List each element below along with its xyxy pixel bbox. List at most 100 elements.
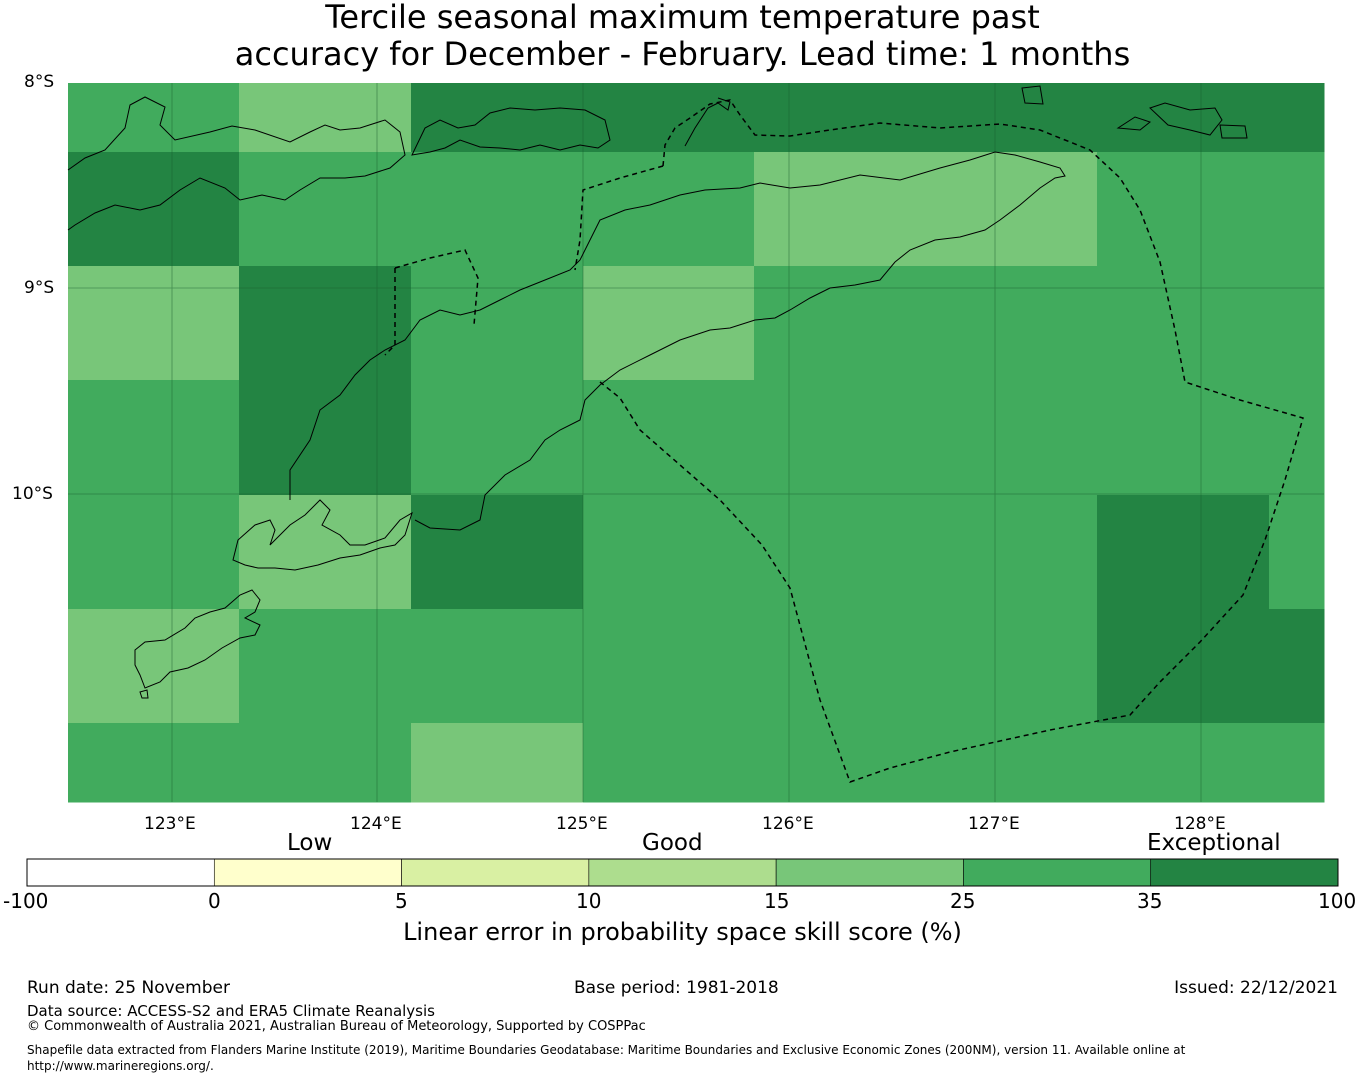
grid-cell [754,495,927,610]
colorbar-tick-label: 100 [1318,889,1357,913]
maritime-boundaries [384,99,1304,783]
map-gridlines [68,83,1324,802]
colorbar-category-low: Low [287,830,333,856]
small-island-3 [1149,102,1223,136]
run-date: Run date: 25 November [27,978,230,998]
grid-cell [1097,495,1270,610]
grid-cell [239,266,412,381]
shapefile-credit-line1: Shapefile data extracted from Flanders M… [27,1043,1186,1057]
grid-cell [926,266,1098,381]
grid-cell [68,266,240,381]
lat-label-10s: 10°S [12,484,53,504]
colorbar [26,858,1339,887]
colorbar-tick-label: 5 [395,889,408,913]
coastlines [67,85,1248,699]
issued-date: Issued: 22/12/2021 [1174,978,1338,998]
lat-label-9s: 9°S [24,278,55,298]
colorbar-bin [775,858,964,887]
lon-label-124e: 124°E [350,814,402,834]
data-source: Data source: ACCESS-S2 and ERA5 Climate … [27,1002,435,1020]
grid-cell [68,723,240,803]
small-island-1 [1021,85,1044,105]
grid-cell [411,266,584,381]
skill-grid [68,83,1325,803]
grid-cell [583,495,755,610]
grid-cell [926,83,1098,153]
grid-cell [754,723,927,803]
grid-cell [583,152,755,267]
grid-cell [754,83,927,153]
grid-cell [1097,152,1270,267]
eez-boundary-north [574,165,664,271]
grid-cell [1097,723,1270,803]
grid-cell [239,495,412,610]
grid-cell [1097,380,1270,496]
grid-cell [926,380,1098,496]
grid-cell [239,609,412,724]
grid-cell [1269,152,1325,267]
colorbar-tick-label: -100 [3,889,49,913]
colorbar-tick-label: 25 [950,889,976,913]
colorbar-bin [588,858,777,887]
grid-cell [754,609,927,724]
grid-cell [239,83,412,153]
sawu-coast [134,589,261,689]
colorbar-label: Linear error in probability space skill … [403,918,962,946]
grid-cell [411,495,584,610]
small-island-2 [1116,116,1152,131]
colorbar-bin [1150,858,1339,887]
sawu-islet [139,689,149,699]
grid-cell [1097,83,1270,153]
grid-cell [411,723,584,803]
chart-title-line1: Tercile seasonal maximum temperature pas… [325,0,1040,36]
lon-label-126e: 126°E [762,814,814,834]
rote-coast [232,499,413,571]
grid-cell [1269,609,1325,724]
grid-cell [1269,83,1325,153]
grid-cell [754,380,927,496]
grid-cell [68,609,240,724]
colorbar-category-good: Good [642,830,703,856]
alor-coast [411,107,611,156]
grid-cell [68,83,240,153]
grid-cell [926,609,1098,724]
grid-cell [583,380,755,496]
colorbar-bin [401,858,590,887]
grid-cell [68,380,240,496]
grid-cell [411,152,584,267]
grid-cell [68,152,240,267]
colorbar-tick-label: 35 [1137,889,1163,913]
flores-coast [67,96,406,231]
grid-cell [926,152,1098,267]
grid-cell [754,152,927,267]
grid-cell [1269,723,1325,803]
base-period: Base period: 1981-2018 [574,978,779,998]
grid-cell [411,83,584,153]
colorbar-tick-label: 15 [764,889,790,913]
grid-cell [583,266,755,381]
colorbar-bin [26,858,215,887]
grid-cell [1269,380,1325,496]
grid-cell [926,723,1098,803]
grid-cell [1097,609,1270,724]
colorbar-tick-label: 10 [576,889,602,913]
lon-label-123e: 123°E [144,814,196,834]
grid-cell [583,723,755,803]
grid-cell [239,152,412,267]
grid-cell [411,380,584,496]
grid-cell [583,83,755,153]
grid-cell [926,495,1098,610]
lat-label-8s: 8°S [24,72,55,92]
grid-cell [239,723,412,803]
eez-boundary-oecusse [384,249,479,356]
timor-coast [289,151,1066,531]
colorbar-bin [213,858,402,887]
grid-cell [1097,266,1270,381]
small-island-4 [1219,124,1248,139]
grid-cell [411,609,584,724]
lon-label-125e: 125°E [556,814,608,834]
grid-cell [239,380,412,496]
grid-cell [68,495,240,610]
grid-cell [754,266,927,381]
